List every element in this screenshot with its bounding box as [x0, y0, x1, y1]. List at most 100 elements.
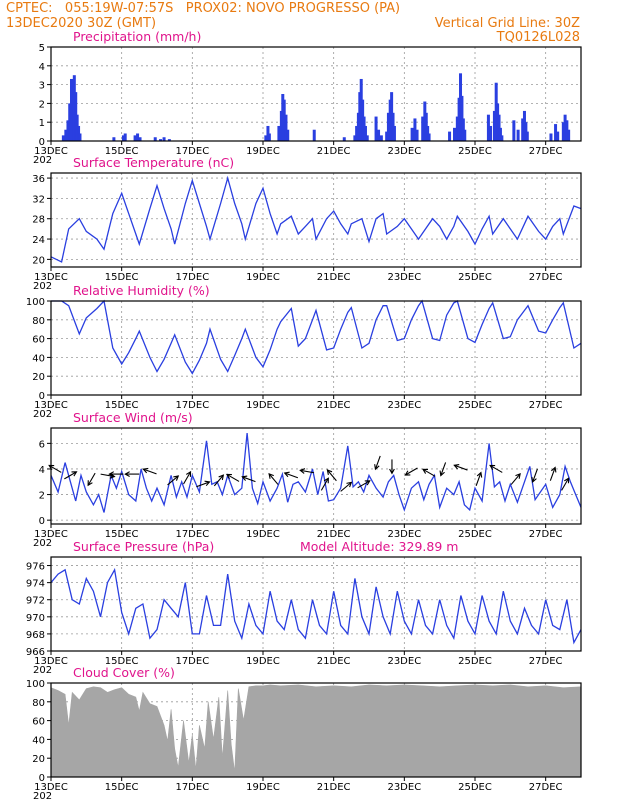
wind-vector-arrow — [213, 474, 225, 487]
wind-vector-shaft — [357, 480, 371, 489]
wind-vector-arrow — [167, 475, 180, 486]
wind-vector-arrow — [439, 462, 447, 477]
wind-vector-head — [185, 470, 192, 477]
wind-vector-arrow — [225, 473, 240, 482]
humidity-year-label: 202 — [33, 409, 52, 420]
precipitation-date-label: 13DEC — [34, 146, 68, 157]
humidity-ytick-label: 0 — [39, 391, 45, 402]
wind-vector-shaft — [326, 469, 337, 482]
pressure-series-line — [50, 567, 582, 645]
precipitation-bar — [453, 127, 457, 141]
wind-frame — [50, 427, 582, 525]
precipitation-ytick-label: 1 — [39, 118, 45, 129]
wind-vector-arrow — [549, 466, 557, 481]
precipitation-bar — [554, 124, 558, 141]
wind-vector-arrow — [357, 480, 371, 489]
cloud-date-label: 19DEC — [246, 782, 280, 793]
cloud-ytick-label: 60 — [32, 717, 45, 728]
wind-vector-arrow — [196, 480, 211, 488]
precipitation-bar — [386, 112, 390, 141]
precipitation-bar — [123, 133, 127, 141]
precipitation-bar — [413, 118, 417, 141]
wind-vector-head — [346, 481, 353, 488]
cloud-date-label: 13DEC — [34, 782, 68, 793]
precipitation-bar — [489, 125, 493, 141]
wind-date-label: 15DEC — [105, 529, 139, 540]
wind-vector-shaft — [532, 468, 538, 483]
precipitation-date-label: 19DEC — [246, 146, 280, 157]
wind-vector-head — [364, 480, 371, 486]
temperature-date-label: 17DEC — [175, 272, 209, 283]
wind-vector-head — [225, 473, 232, 479]
precipitation-bar — [167, 139, 171, 141]
temperature-date-label: 15DEC — [105, 272, 139, 283]
precipitation-bar — [153, 137, 157, 141]
precipitation-bar — [565, 120, 569, 141]
cloud-date-label: 17DEC — [175, 782, 209, 793]
wind-date-label: 17DEC — [175, 529, 209, 540]
wind-vector-head — [87, 480, 93, 487]
cloud-ytick-label: 0 — [39, 773, 45, 784]
pressure-date-label: 21DEC — [317, 656, 351, 667]
wind-vector-head — [142, 467, 149, 474]
wind-vector-head — [299, 468, 306, 474]
wind-vector-head — [204, 480, 211, 487]
wind-vector-shaft — [510, 473, 521, 485]
precipitation-bar — [492, 110, 496, 141]
cloud-ytick-label: 100 — [26, 679, 45, 690]
pressure-date-label: 23DEC — [387, 656, 421, 667]
precipitation-bar — [374, 116, 378, 141]
wind-vector-head — [71, 471, 78, 477]
wind-vector-arrow — [374, 455, 381, 471]
precipitation-bar — [455, 116, 459, 141]
wind-vector-shaft — [213, 474, 224, 487]
precipitation-bar — [277, 125, 281, 141]
temperature-panel: 13DEC 15DEC 17DEC 19DEC 21DEC 23DEC 25DEC 27DEC… — [32, 155, 582, 292]
wind-vector-head — [551, 466, 557, 473]
temperature-date-label: 23DEC — [387, 272, 421, 283]
wind-date-label: 23DEC — [387, 529, 421, 540]
wind-vector-head — [564, 477, 570, 484]
precipitation-date-label: 17DEC — [175, 146, 209, 157]
wind-vector-shaft — [489, 464, 503, 473]
precipitation-bar — [282, 99, 286, 141]
wind-vector-arrow — [453, 463, 468, 471]
pressure-ytick-label: 974 — [26, 579, 45, 590]
precipitation-date-label: 21DEC — [317, 146, 351, 157]
wind-vector-arrow — [108, 471, 124, 477]
temperature-title: Surface Temperature (nC) — [73, 155, 234, 170]
wind-vector-shaft — [405, 467, 418, 476]
wind-vector-shaft — [167, 475, 179, 486]
cloud-ytick-label: 80 — [32, 698, 45, 709]
cloud-ytick-label: 20 — [32, 754, 45, 765]
station-title: CPTEC: 055:19W-07:57S PROX02: NOVO PROGR… — [6, 1, 400, 16]
precipitation-bar — [379, 135, 383, 141]
cloud-panel: 13DEC 15DEC 17DEC 19DEC 21DEC 23DEC 25DEC 27DEC… — [26, 665, 582, 800]
wind-vector-shaft — [242, 476, 256, 483]
panels: 13DEC 15DEC 17DEC 19DEC 21DEC 23DEC 25DEC 27DEC… — [26, 29, 582, 800]
precipitation-title: Precipitation (mm/h) — [73, 29, 201, 44]
pressure-date-label: 19DEC — [246, 656, 280, 667]
temperature-ytick-label: 32 — [32, 194, 45, 205]
wind-year-label: 202 — [33, 538, 52, 549]
wind-vector-arrow — [404, 467, 418, 476]
wind-vector-head — [515, 472, 521, 479]
humidity-date-label: 15DEC — [105, 400, 139, 411]
temperature-date-label: 27DEC — [529, 272, 563, 283]
precipitation-bar — [516, 129, 520, 141]
header: CPTEC: 055:19W-07:57S PROX02: NOVO PROGR… — [6, 1, 580, 45]
wind-vector-head — [439, 470, 445, 477]
run-date: 13DEC2020 30Z (GMT) — [6, 16, 156, 31]
cloud-title: Cloud Cover (%) — [73, 665, 175, 680]
cloud-frame — [50, 682, 582, 778]
precipitation-bar — [556, 131, 560, 141]
precipitation-bar — [61, 135, 65, 141]
precipitation-bar — [421, 116, 425, 141]
wind-vector-shaft — [284, 472, 299, 479]
precipitation-bar — [121, 135, 125, 141]
wind-vector-shaft — [340, 481, 352, 492]
cloud-ytick-label: 40 — [32, 735, 45, 746]
wind-vector-head — [489, 464, 496, 471]
wind-vector-arrow — [299, 468, 315, 474]
wind-vector-shaft — [422, 468, 436, 477]
